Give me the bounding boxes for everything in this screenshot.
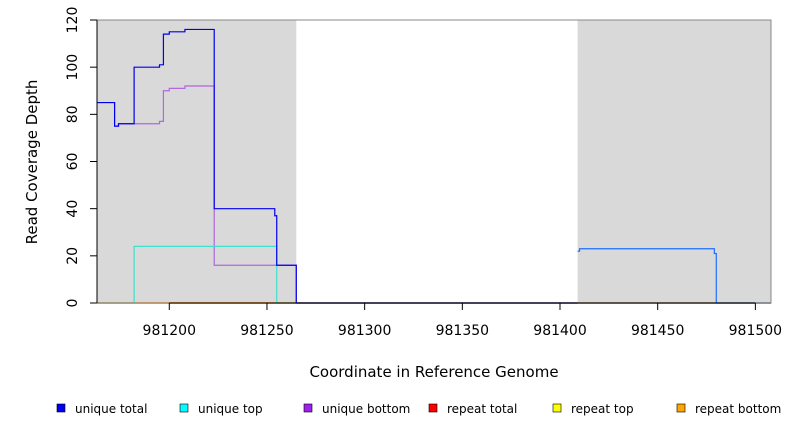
y-tick-label: 20 [65, 247, 81, 265]
y-tick-label: 80 [65, 105, 81, 123]
series-line-unique-total-right-segment- [577, 248, 771, 304]
legend-label: repeat total [447, 402, 517, 416]
y-tick-label: 120 [65, 7, 81, 34]
shaded-region-2 [577, 20, 771, 303]
y-tick-label: 0 [65, 299, 81, 308]
y-axis: 0 20 40 60 80 100 120 [65, 7, 98, 308]
legend-swatch [676, 403, 686, 413]
legend-swatch [428, 403, 438, 413]
x-tick-label: 981350 [436, 323, 489, 339]
legend-swatch [552, 403, 562, 413]
legend-label: repeat bottom [695, 402, 781, 416]
legend-swatch [303, 403, 313, 413]
series-line-unique-total [97, 28, 578, 304]
x-tick-label: 981200 [143, 323, 196, 339]
x-axis: 981200 981250 981300 981350 981400 981450 9815… [143, 302, 782, 339]
y-tick-label: 40 [65, 200, 81, 218]
legend-label: repeat top [571, 402, 634, 416]
shaded-regions [97, 20, 771, 303]
x-tick-label: 981400 [533, 323, 586, 339]
shaded-region-1 [97, 20, 297, 303]
x-tick-label: 981250 [240, 323, 293, 339]
legend-swatch [56, 403, 66, 413]
y-tick-label: 60 [65, 153, 81, 171]
legend-swatch [179, 403, 189, 413]
legend: unique total unique top unique bottom repea… [56, 402, 781, 416]
y-tick-label: 100 [65, 54, 81, 81]
x-tick-label: 981450 [631, 323, 684, 339]
legend-label: unique bottom [322, 402, 410, 416]
x-axis-title: Coordinate in Reference Genome [309, 363, 558, 381]
legend-label: unique total [75, 402, 147, 416]
x-tick-label: 981500 [729, 323, 782, 339]
x-tick-label: 981300 [338, 323, 391, 339]
legend-label: unique top [198, 402, 263, 416]
y-axis-title: Read Coverage Depth [23, 80, 41, 245]
